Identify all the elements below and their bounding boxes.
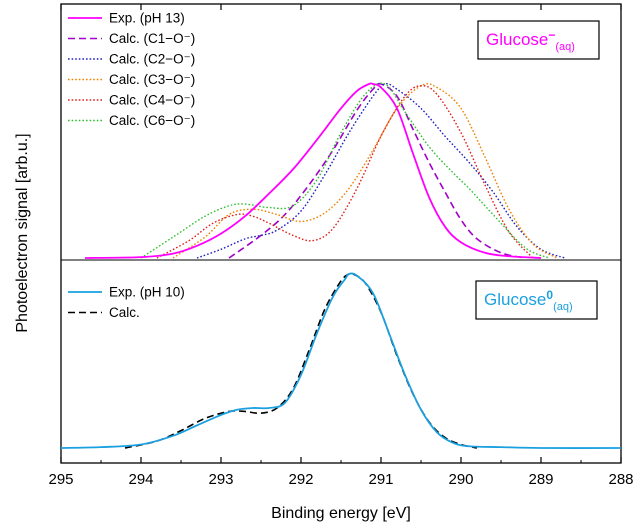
legend-label: Calc. (C2−O⁻) — [109, 52, 195, 67]
x-axis-title: Binding energy [eV] — [271, 505, 411, 522]
series-line-top — [84, 82, 542, 259]
panel-badge-label: Glucose0(aq) — [484, 288, 573, 313]
legend-label: Calc. — [109, 305, 140, 320]
series-line-top — [228, 82, 526, 259]
legend-label: Exp. (pH 10) — [109, 285, 185, 300]
panel-badges: Glucose−(aq)Glucose0(aq) — [475, 20, 600, 320]
series-line-bottom — [60, 272, 622, 449]
x-tick-label: 289 — [528, 471, 553, 488]
legend-label: Calc. (C6−O⁻) — [109, 113, 195, 128]
legends: Exp. (pH 13) Calc. (C1−O⁻) Calc. (C2−O⁻) Ca… — [68, 11, 195, 320]
badge-sub: (aq) — [555, 41, 575, 53]
x-tick-label: 292 — [288, 471, 313, 488]
panel-badge-box — [477, 20, 600, 60]
series-line-bottom — [124, 272, 478, 449]
x-tick-label: 290 — [448, 471, 473, 488]
x-tick-label: 294 — [128, 471, 153, 488]
badge-main: Glucose — [484, 290, 546, 309]
badge-main: Glucose — [486, 30, 548, 49]
y-axis-title: Photoelectron signal [arb.u.] — [14, 133, 31, 332]
legend-label: Calc. (C1−O⁻) — [109, 31, 195, 46]
panel-badge-box — [475, 280, 598, 320]
badge-sup: 0 — [546, 288, 553, 302]
series-line-top — [140, 82, 550, 259]
legend-label: Calc. (C4−O⁻) — [109, 93, 195, 108]
x-axis-ticks: 295 294 293 292 291 290 289 288 — [48, 4, 634, 488]
badge-sup: − — [548, 28, 555, 42]
spectra-curves — [60, 82, 622, 449]
x-tick-label: 293 — [208, 471, 233, 488]
x-tick-label: 295 — [48, 471, 73, 488]
panel-badge-label: Glucose−(aq) — [486, 28, 575, 53]
badge-sub: (aq) — [553, 301, 573, 313]
series-line-top — [156, 85, 534, 259]
x-tick-label: 288 — [608, 471, 633, 488]
legend-label: Calc. (C3−O⁻) — [109, 72, 195, 87]
legend-label: Exp. (pH 13) — [109, 11, 185, 26]
x-tick-label: 291 — [368, 471, 393, 488]
